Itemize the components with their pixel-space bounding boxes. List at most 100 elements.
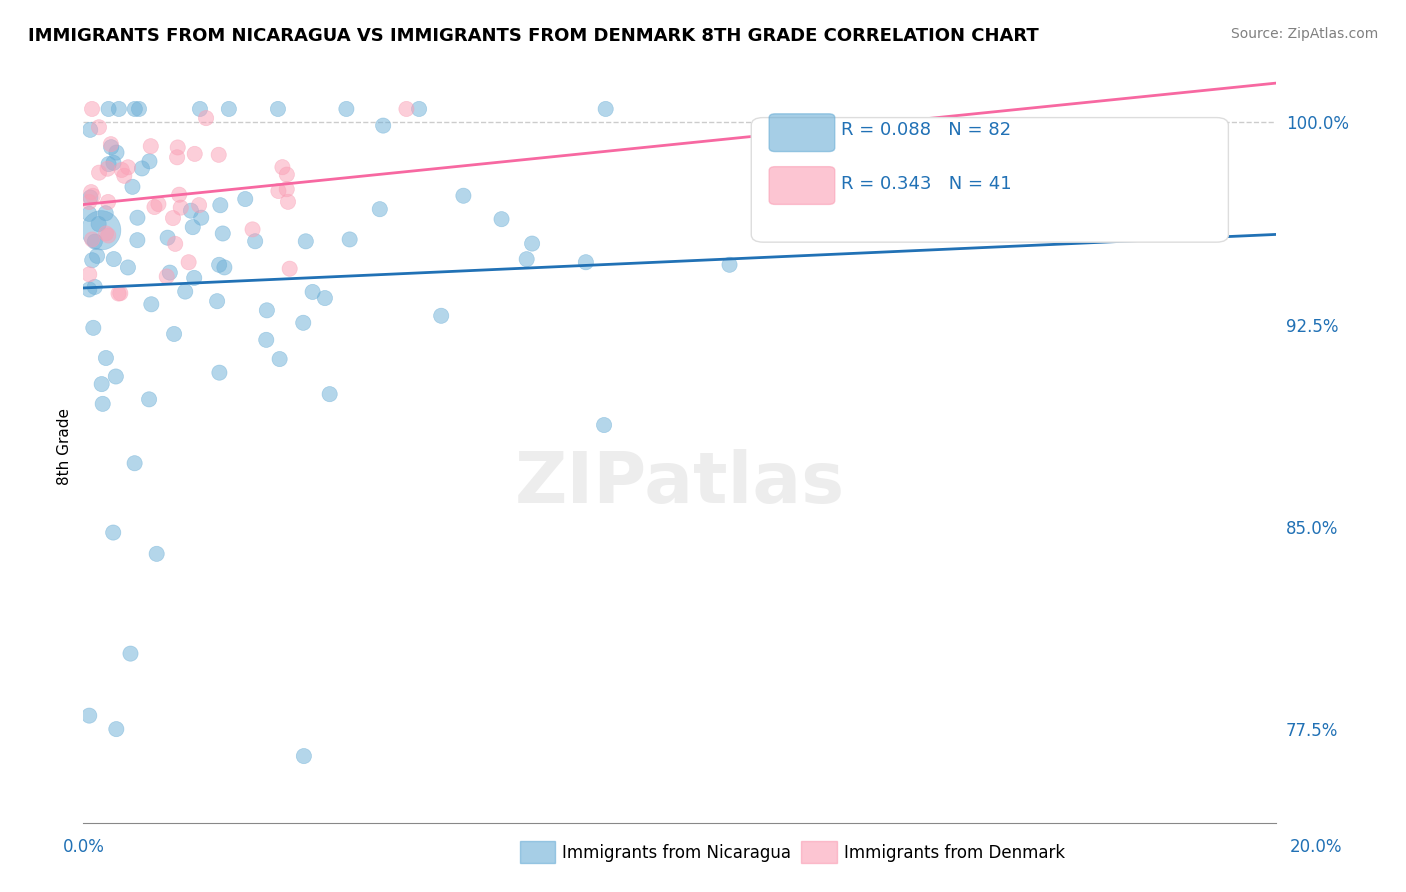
Point — [165, 236, 187, 251]
Point — [108, 102, 131, 116]
FancyBboxPatch shape — [769, 114, 835, 152]
Point — [167, 187, 190, 202]
Point — [97, 194, 120, 209]
Point — [278, 261, 301, 276]
Point — [77, 708, 100, 723]
Point — [174, 285, 197, 299]
Point — [335, 102, 357, 116]
Point — [453, 188, 475, 202]
Point — [294, 235, 316, 249]
Point — [162, 211, 184, 225]
Point — [83, 235, 105, 249]
Point — [520, 236, 543, 251]
Point — [82, 321, 104, 335]
Point — [190, 211, 212, 225]
Point — [103, 156, 125, 170]
Text: R = 0.088   N = 82: R = 0.088 N = 82 — [841, 121, 1011, 139]
Point — [139, 139, 162, 153]
Point — [180, 203, 202, 218]
Point — [77, 268, 100, 282]
Point — [148, 197, 170, 211]
Point — [188, 102, 211, 116]
Point — [156, 230, 179, 244]
Point — [277, 194, 299, 209]
Point — [138, 392, 160, 407]
Point — [80, 185, 103, 199]
Point — [103, 525, 125, 540]
Point — [368, 202, 391, 217]
Point — [408, 102, 430, 116]
Point — [77, 283, 100, 297]
Point — [233, 192, 256, 206]
Point — [208, 148, 231, 162]
Point — [269, 352, 291, 367]
Point — [242, 222, 264, 236]
Point — [181, 220, 204, 235]
Point — [214, 260, 236, 275]
Point — [90, 223, 112, 237]
Y-axis label: 8th Grade: 8th Grade — [58, 408, 72, 484]
Point — [491, 212, 513, 227]
Point — [156, 269, 179, 284]
Point — [120, 647, 142, 661]
Text: IMMIGRANTS FROM NICARAGUA VS IMMIGRANTS FROM DENMARK 8TH GRADE CORRELATION CHART: IMMIGRANTS FROM NICARAGUA VS IMMIGRANTS … — [28, 27, 1039, 45]
FancyBboxPatch shape — [751, 118, 1229, 242]
Point — [292, 316, 315, 330]
Point — [208, 366, 231, 380]
Point — [94, 206, 117, 220]
Point — [90, 377, 112, 392]
Point — [395, 102, 418, 116]
Point — [195, 111, 218, 125]
Point — [516, 252, 538, 267]
Point — [96, 161, 118, 176]
Point — [131, 161, 153, 176]
Point — [292, 749, 315, 764]
Point — [145, 547, 167, 561]
Point — [94, 227, 117, 241]
Point — [82, 189, 104, 203]
Point — [124, 456, 146, 470]
Point — [100, 137, 122, 152]
Point — [218, 102, 240, 116]
Point — [166, 140, 188, 154]
Point — [276, 182, 298, 196]
Text: ZIPatlas: ZIPatlas — [515, 450, 845, 518]
Point — [82, 253, 104, 268]
Point — [121, 179, 143, 194]
Point — [575, 255, 598, 269]
Point — [94, 351, 117, 365]
Point — [117, 161, 139, 175]
Point — [79, 190, 101, 204]
Point — [593, 418, 616, 433]
Point — [87, 120, 110, 135]
Point — [276, 168, 298, 182]
Point — [86, 249, 108, 263]
Point — [107, 286, 129, 301]
Point — [430, 309, 453, 323]
Point — [301, 285, 323, 299]
Point — [97, 102, 120, 116]
Point — [128, 102, 150, 116]
Point — [79, 123, 101, 137]
Point — [143, 200, 166, 214]
Point — [97, 157, 120, 171]
Point — [183, 271, 205, 285]
FancyBboxPatch shape — [769, 167, 835, 204]
Point — [373, 119, 395, 133]
Point — [127, 211, 149, 225]
Text: R = 0.343   N = 41: R = 0.343 N = 41 — [841, 175, 1011, 193]
Point — [105, 722, 128, 736]
Point — [209, 198, 232, 212]
Point — [138, 154, 160, 169]
Point — [718, 258, 741, 272]
Point — [110, 286, 132, 301]
Point — [141, 297, 163, 311]
Point — [256, 303, 278, 318]
Point — [595, 102, 617, 116]
Point — [91, 397, 114, 411]
Point — [104, 369, 127, 384]
Point — [318, 387, 340, 401]
Point — [254, 333, 277, 347]
Text: Immigrants from Denmark: Immigrants from Denmark — [844, 844, 1064, 862]
Point — [105, 145, 128, 160]
